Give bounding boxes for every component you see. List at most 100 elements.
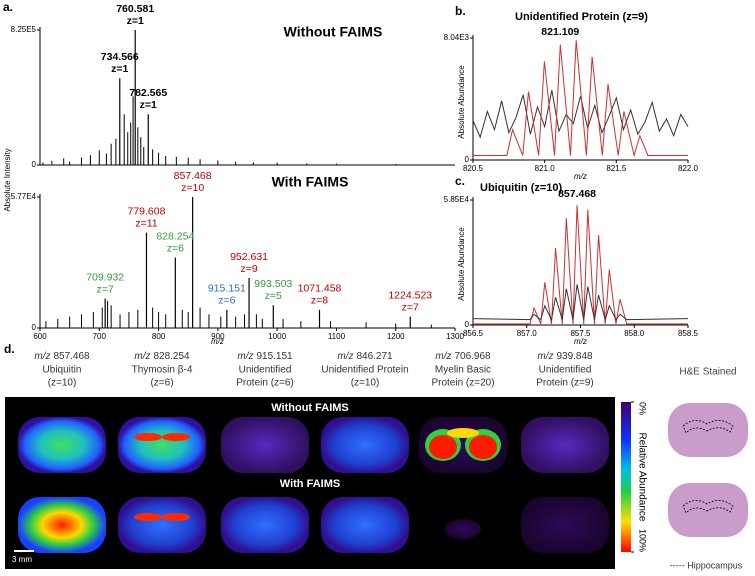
chart-title: With FAIMS	[272, 174, 349, 190]
mz-prefix: m/z	[134, 351, 150, 362]
column-header-line: (z=10)	[351, 378, 380, 389]
y-tick-label: 0	[32, 323, 37, 332]
scale-bar-label: 3 mm	[12, 555, 32, 564]
y-axis-label: Absolute Intensity	[3, 148, 12, 211]
x-tick-label: 821.5	[606, 164, 627, 173]
hot-spot	[162, 433, 190, 441]
y-tick-label: 0	[32, 160, 37, 169]
panel-label: a.	[3, 0, 13, 14]
panel-label: d.	[4, 342, 15, 356]
peak-charge-label: z=9	[240, 263, 257, 275]
y-tick-label: 8.25E5	[11, 25, 37, 34]
column-header-line: Unidentified Protein	[321, 365, 408, 376]
column-header-line: Myelin Basic	[435, 365, 491, 376]
hot-spot	[447, 428, 479, 438]
y-tick-label: 5.85E4	[444, 195, 470, 204]
hot-spot	[162, 513, 190, 521]
he-image	[668, 403, 748, 457]
column-header-line: Thymosin β-4	[132, 365, 193, 376]
x-tick-label: 1100	[328, 332, 346, 341]
spectrum-line	[472, 284, 689, 322]
hot-spot	[469, 435, 497, 459]
x-tick-label: 1000	[268, 332, 286, 341]
column-header-line: Unidentified	[539, 365, 592, 376]
peak-mz-label: 993.503	[254, 278, 292, 290]
x-axis-label: m/z	[574, 172, 587, 181]
mz-prefix: m/z	[435, 351, 451, 362]
column-header-line: Protein (z=6)	[236, 378, 294, 389]
y-axis-label: Absolute Abundance	[457, 65, 466, 139]
peak-mz-label: 828.254	[156, 230, 194, 242]
image-panel	[5, 397, 615, 569]
mz-value: 846.271	[356, 351, 393, 362]
peak-charge-label: z=7	[97, 283, 114, 295]
y-tick-label: 0	[465, 320, 470, 329]
peak-mz-label: 821.109	[541, 26, 579, 38]
peak-charge-label: z=8	[311, 295, 328, 307]
peak-charge-label: z=1	[111, 63, 128, 75]
spectrum-line	[472, 90, 689, 139]
panel-label: b.	[455, 4, 466, 18]
peak-mz-label: 779.608	[127, 205, 165, 217]
peak-mz-label: 857.468	[558, 188, 596, 200]
row-label: Without FAIMS	[271, 402, 349, 414]
tissue-image	[18, 417, 106, 473]
x-tick-label: 821.0	[535, 164, 556, 173]
peak-mz-label: 915.151	[208, 283, 246, 295]
x-tick-label: 857.5	[570, 329, 591, 338]
tissue-image	[521, 417, 609, 473]
chart-title: Unidentified Protein (z=9)	[515, 11, 648, 23]
mz-value: 939.848	[556, 351, 593, 362]
spectrum-line	[473, 205, 688, 325]
column-header: m/z 915.151	[237, 351, 293, 362]
chart-title: Ubiquitin (z=10)	[480, 182, 563, 194]
x-axis-label: m/z	[574, 337, 587, 346]
x-tick-label: 858.5	[678, 329, 699, 338]
x-tick-label: 800	[152, 332, 166, 341]
column-header-line: Protein (z=9)	[536, 378, 594, 389]
peak-mz-label: 709.932	[86, 271, 124, 283]
tissue-image	[18, 497, 106, 553]
x-tick-label: 700	[93, 332, 107, 341]
mz-value: 828.254	[153, 351, 190, 362]
column-header-line: (z=6)	[150, 378, 173, 389]
hot-spot	[134, 513, 162, 521]
y-tick-label: 0	[465, 155, 470, 164]
x-tick-label: 820.5	[463, 164, 484, 173]
peak-charge-label: z=7	[402, 301, 419, 313]
peak-charge-label: z=1	[140, 99, 157, 111]
tissue-image	[118, 497, 206, 553]
tissue-image	[445, 519, 481, 539]
he-image	[668, 483, 748, 537]
chart-title: Without FAIMS	[284, 24, 383, 40]
tissue-image	[221, 417, 309, 473]
mz-prefix: m/z	[34, 351, 50, 362]
peak-mz-label: 857.468	[174, 170, 212, 182]
mz-prefix: m/z	[237, 351, 253, 362]
peak-mz-label: 734.566	[101, 51, 139, 63]
tissue-image	[321, 497, 409, 553]
column-header-line: Unidentified	[239, 365, 292, 376]
mz-value: 915.151	[256, 351, 293, 362]
x-tick-label: 1300	[446, 332, 464, 341]
y-tick-label: 5.77E4	[11, 192, 37, 201]
tissue-image	[321, 417, 409, 473]
he-legend: ----- Hippocampus	[670, 560, 743, 570]
he-title: H&E Stained	[679, 367, 736, 378]
column-header-line: Ubiquitin	[43, 365, 82, 376]
tissue-image	[521, 497, 609, 553]
mz-prefix: m/z	[537, 351, 553, 362]
peak-mz-label: 782.565	[129, 87, 167, 99]
panel-label: c.	[455, 174, 465, 188]
x-tick-label: 600	[33, 332, 47, 341]
colorbar-label: Relative Abundance	[636, 433, 647, 522]
peak-mz-label: 760.581	[116, 3, 154, 15]
column-header: m/z 857.468	[34, 351, 90, 362]
hot-spot	[134, 433, 162, 441]
peak-charge-label: z=6	[167, 242, 184, 254]
column-header-line: Protein (z=20)	[431, 378, 494, 389]
column-header-line: (z=10)	[48, 378, 77, 389]
peak-charge-label: z=10	[181, 182, 204, 194]
tissue-image	[221, 497, 309, 553]
